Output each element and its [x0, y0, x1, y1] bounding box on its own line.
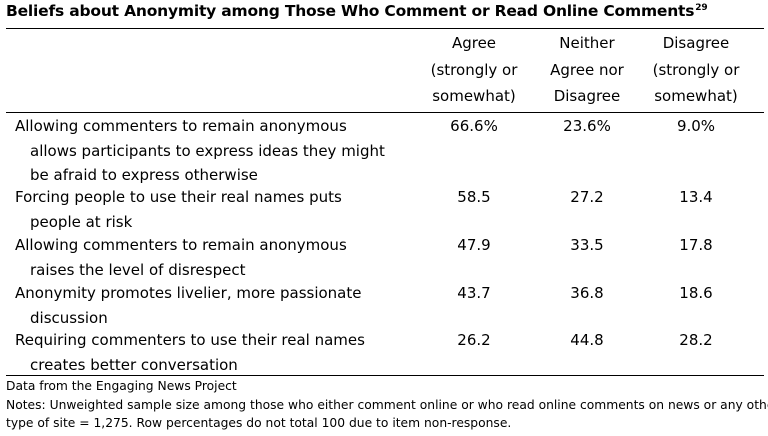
cell-disagree: 9.0% [676, 117, 716, 135]
column-header-line: somewhat) [654, 87, 738, 105]
cell-agree: 66.6% [450, 117, 498, 135]
cell-disagree: 17.8 [679, 236, 713, 254]
column-header-neither: Neither Agree nor Disagree [532, 30, 642, 110]
cell-disagree: 28.2 [679, 331, 713, 349]
notes-line: Notes: Unweighted sample size among thos… [6, 397, 768, 412]
row-label-line: Allowing commenters to remain anonymous [15, 117, 347, 135]
title-text: Beliefs about Anonymity among Those Who … [6, 2, 695, 20]
bottom-rule [6, 375, 764, 376]
cell-agree: 58.5 [457, 188, 491, 206]
notes-line: type of site = 1,275. Row percentages do… [6, 416, 512, 430]
row-label-line: people at risk [30, 212, 133, 231]
cell-agree: 26.2 [457, 331, 491, 349]
row-label: Requiring commenters to use their real n… [15, 328, 395, 377]
column-header-line: Disagree [553, 87, 621, 105]
row-label-line: Forcing people to use their real names p… [15, 188, 342, 206]
column-header-line: (strongly or [430, 60, 518, 79]
column-header-line: (strongly or [652, 60, 740, 79]
column-header-line: Agree nor [550, 60, 624, 79]
title-footnote-marker: 29 [695, 3, 708, 13]
row-label-line: allows participants to express ideas the… [30, 141, 385, 160]
column-header-disagree: Disagree (strongly or somewhat) [641, 30, 751, 110]
row-label-line: be afraid to express otherwise [30, 166, 258, 184]
column-header-line: Agree [451, 34, 497, 52]
row-label-line: Allowing commenters to remain anonymous [15, 236, 347, 254]
column-header-agree: Agree (strongly or somewhat) [419, 30, 529, 110]
cell-agree: 47.9 [457, 236, 491, 254]
top-rule [6, 28, 764, 29]
header-rule [6, 112, 764, 113]
cell-neither: 27.2 [570, 188, 604, 206]
row-label-line: raises the level of disrespect [30, 260, 246, 279]
row-label-line: creates better conversation [30, 355, 238, 374]
table-notes: Data from the Engaging News Project Note… [6, 377, 768, 433]
cell-neither: 44.8 [570, 331, 604, 349]
column-header-line: Neither [559, 34, 615, 52]
row-label: Allowing commenters to remain anonymous … [15, 114, 395, 188]
row-label-line: Anonymity promotes livelier, more passio… [15, 284, 362, 302]
table-title: Beliefs about Anonymity among Those Who … [6, 2, 708, 20]
row-label-line: Requiring commenters to use their real n… [15, 331, 365, 349]
row-label-line: discussion [30, 308, 108, 327]
column-header-line: somewhat) [432, 87, 516, 105]
source-note: Data from the Engaging News Project [6, 379, 237, 393]
cell-disagree: 18.6 [679, 284, 713, 302]
column-header-line: Disagree [662, 34, 730, 52]
cell-agree: 43.7 [457, 284, 491, 302]
cell-neither: 23.6% [563, 117, 611, 135]
row-label: Allowing commenters to remain anonymous … [15, 233, 395, 282]
row-label: Anonymity promotes livelier, more passio… [15, 281, 395, 330]
cell-neither: 33.5 [570, 236, 604, 254]
cell-neither: 36.8 [570, 284, 604, 302]
cell-disagree: 13.4 [679, 188, 713, 206]
row-label: Forcing people to use their real names p… [15, 185, 395, 234]
